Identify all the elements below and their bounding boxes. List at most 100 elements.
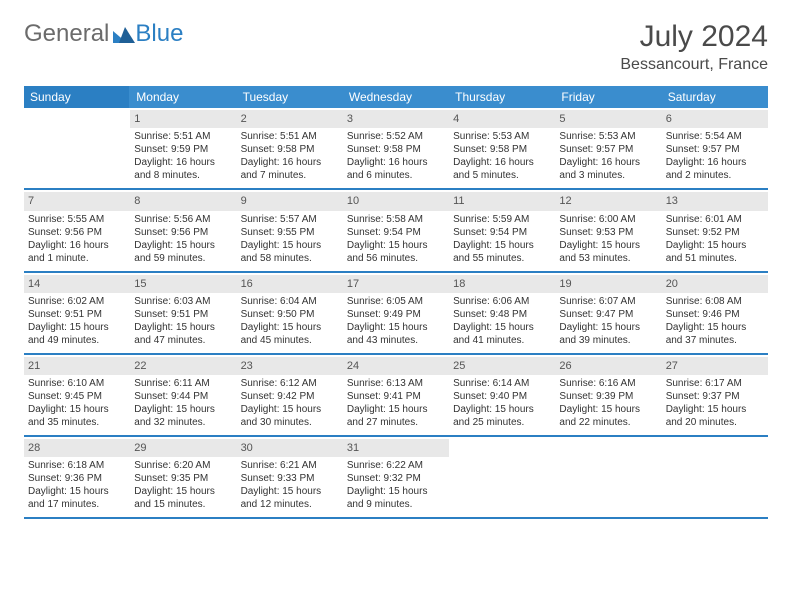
day-cell <box>662 437 768 517</box>
daylight-text: Daylight: 15 hours and 35 minutes. <box>28 403 126 429</box>
day-cell: 13Sunrise: 6:01 AMSunset: 9:52 PMDayligh… <box>662 190 768 270</box>
day-cell: 23Sunrise: 6:12 AMSunset: 9:42 PMDayligh… <box>237 355 343 435</box>
weekday-header: Tuesday <box>237 86 343 108</box>
daylight-text: Daylight: 15 hours and 30 minutes. <box>241 403 339 429</box>
day-cell: 22Sunrise: 6:11 AMSunset: 9:44 PMDayligh… <box>130 355 236 435</box>
sunrise-text: Sunrise: 6:06 AM <box>453 295 551 308</box>
sunset-text: Sunset: 9:58 PM <box>347 143 445 156</box>
title-block: July 2024 Bessancourt, France <box>620 20 768 74</box>
sunrise-text: Sunrise: 6:04 AM <box>241 295 339 308</box>
day-cell: 16Sunrise: 6:04 AMSunset: 9:50 PMDayligh… <box>237 273 343 353</box>
day-cell: 7Sunrise: 5:55 AMSunset: 9:56 PMDaylight… <box>24 190 130 270</box>
week-row: 28Sunrise: 6:18 AMSunset: 9:36 PMDayligh… <box>24 437 768 519</box>
sunrise-text: Sunrise: 5:54 AM <box>666 130 764 143</box>
sunrise-text: Sunrise: 6:07 AM <box>559 295 657 308</box>
logo: General Blue <box>24 20 183 48</box>
day-number: 19 <box>555 275 661 293</box>
sunset-text: Sunset: 9:44 PM <box>134 390 232 403</box>
day-cell: 15Sunrise: 6:03 AMSunset: 9:51 PMDayligh… <box>130 273 236 353</box>
day-cell: 8Sunrise: 5:56 AMSunset: 9:56 PMDaylight… <box>130 190 236 270</box>
daylight-text: Daylight: 15 hours and 49 minutes. <box>28 321 126 347</box>
sunrise-text: Sunrise: 6:16 AM <box>559 377 657 390</box>
sunrise-text: Sunrise: 5:55 AM <box>28 213 126 226</box>
day-cell: 10Sunrise: 5:58 AMSunset: 9:54 PMDayligh… <box>343 190 449 270</box>
daylight-text: Daylight: 15 hours and 53 minutes. <box>559 239 657 265</box>
day-cell <box>449 437 555 517</box>
day-number: 20 <box>662 275 768 293</box>
day-number: 10 <box>343 192 449 210</box>
weekday-header: Sunday <box>24 86 130 108</box>
day-number: 3 <box>343 110 449 128</box>
daylight-text: Daylight: 15 hours and 47 minutes. <box>134 321 232 347</box>
sunrise-text: Sunrise: 6:20 AM <box>134 459 232 472</box>
sunset-text: Sunset: 9:32 PM <box>347 472 445 485</box>
daylight-text: Daylight: 15 hours and 22 minutes. <box>559 403 657 429</box>
sunrise-text: Sunrise: 6:22 AM <box>347 459 445 472</box>
sunrise-text: Sunrise: 6:13 AM <box>347 377 445 390</box>
sunset-text: Sunset: 9:57 PM <box>559 143 657 156</box>
daylight-text: Daylight: 15 hours and 58 minutes. <box>241 239 339 265</box>
day-cell: 5Sunrise: 5:53 AMSunset: 9:57 PMDaylight… <box>555 108 661 188</box>
sunset-text: Sunset: 9:51 PM <box>28 308 126 321</box>
day-number: 16 <box>237 275 343 293</box>
daylight-text: Daylight: 15 hours and 15 minutes. <box>134 485 232 511</box>
day-cell: 12Sunrise: 6:00 AMSunset: 9:53 PMDayligh… <box>555 190 661 270</box>
sunrise-text: Sunrise: 6:03 AM <box>134 295 232 308</box>
day-cell: 14Sunrise: 6:02 AMSunset: 9:51 PMDayligh… <box>24 273 130 353</box>
day-number: 29 <box>130 439 236 457</box>
week-row: 7Sunrise: 5:55 AMSunset: 9:56 PMDaylight… <box>24 190 768 272</box>
day-number: 22 <box>130 357 236 375</box>
week-row: 21Sunrise: 6:10 AMSunset: 9:45 PMDayligh… <box>24 355 768 437</box>
day-number: 2 <box>237 110 343 128</box>
day-number: 8 <box>130 192 236 210</box>
daylight-text: Daylight: 15 hours and 51 minutes. <box>666 239 764 265</box>
sunset-text: Sunset: 9:57 PM <box>666 143 764 156</box>
daylight-text: Daylight: 15 hours and 25 minutes. <box>453 403 551 429</box>
day-cell: 2Sunrise: 5:51 AMSunset: 9:58 PMDaylight… <box>237 108 343 188</box>
day-number: 6 <box>662 110 768 128</box>
day-number: 11 <box>449 192 555 210</box>
sunset-text: Sunset: 9:58 PM <box>241 143 339 156</box>
day-cell: 25Sunrise: 6:14 AMSunset: 9:40 PMDayligh… <box>449 355 555 435</box>
sunrise-text: Sunrise: 6:08 AM <box>666 295 764 308</box>
sunset-text: Sunset: 9:45 PM <box>28 390 126 403</box>
day-number: 24 <box>343 357 449 375</box>
day-cell: 1Sunrise: 5:51 AMSunset: 9:59 PMDaylight… <box>130 108 236 188</box>
sunrise-text: Sunrise: 5:53 AM <box>453 130 551 143</box>
day-number: 1 <box>130 110 236 128</box>
daylight-text: Daylight: 16 hours and 7 minutes. <box>241 156 339 182</box>
weekday-header: Saturday <box>662 86 768 108</box>
month-title: July 2024 <box>620 20 768 54</box>
sunset-text: Sunset: 9:48 PM <box>453 308 551 321</box>
daylight-text: Daylight: 16 hours and 6 minutes. <box>347 156 445 182</box>
daylight-text: Daylight: 15 hours and 12 minutes. <box>241 485 339 511</box>
daylight-text: Daylight: 15 hours and 9 minutes. <box>347 485 445 511</box>
sunrise-text: Sunrise: 6:17 AM <box>666 377 764 390</box>
sunset-text: Sunset: 9:54 PM <box>453 226 551 239</box>
day-cell: 4Sunrise: 5:53 AMSunset: 9:58 PMDaylight… <box>449 108 555 188</box>
day-cell: 17Sunrise: 6:05 AMSunset: 9:49 PMDayligh… <box>343 273 449 353</box>
day-cell: 31Sunrise: 6:22 AMSunset: 9:32 PMDayligh… <box>343 437 449 517</box>
day-cell: 21Sunrise: 6:10 AMSunset: 9:45 PMDayligh… <box>24 355 130 435</box>
day-number: 7 <box>24 192 130 210</box>
weekday-header-row: Sunday Monday Tuesday Wednesday Thursday… <box>24 86 768 108</box>
sunrise-text: Sunrise: 6:05 AM <box>347 295 445 308</box>
sunrise-text: Sunrise: 6:01 AM <box>666 213 764 226</box>
sunset-text: Sunset: 9:49 PM <box>347 308 445 321</box>
sunset-text: Sunset: 9:42 PM <box>241 390 339 403</box>
day-cell: 20Sunrise: 6:08 AMSunset: 9:46 PMDayligh… <box>662 273 768 353</box>
day-number: 4 <box>449 110 555 128</box>
sunrise-text: Sunrise: 5:52 AM <box>347 130 445 143</box>
sunset-text: Sunset: 9:51 PM <box>134 308 232 321</box>
day-number: 12 <box>555 192 661 210</box>
sunrise-text: Sunrise: 5:59 AM <box>453 213 551 226</box>
daylight-text: Daylight: 15 hours and 20 minutes. <box>666 403 764 429</box>
daylight-text: Daylight: 15 hours and 17 minutes. <box>28 485 126 511</box>
day-cell: 30Sunrise: 6:21 AMSunset: 9:33 PMDayligh… <box>237 437 343 517</box>
day-cell: 18Sunrise: 6:06 AMSunset: 9:48 PMDayligh… <box>449 273 555 353</box>
day-number: 26 <box>555 357 661 375</box>
day-number: 30 <box>237 439 343 457</box>
weekday-header: Monday <box>130 86 236 108</box>
day-number: 27 <box>662 357 768 375</box>
daylight-text: Daylight: 16 hours and 1 minute. <box>28 239 126 265</box>
